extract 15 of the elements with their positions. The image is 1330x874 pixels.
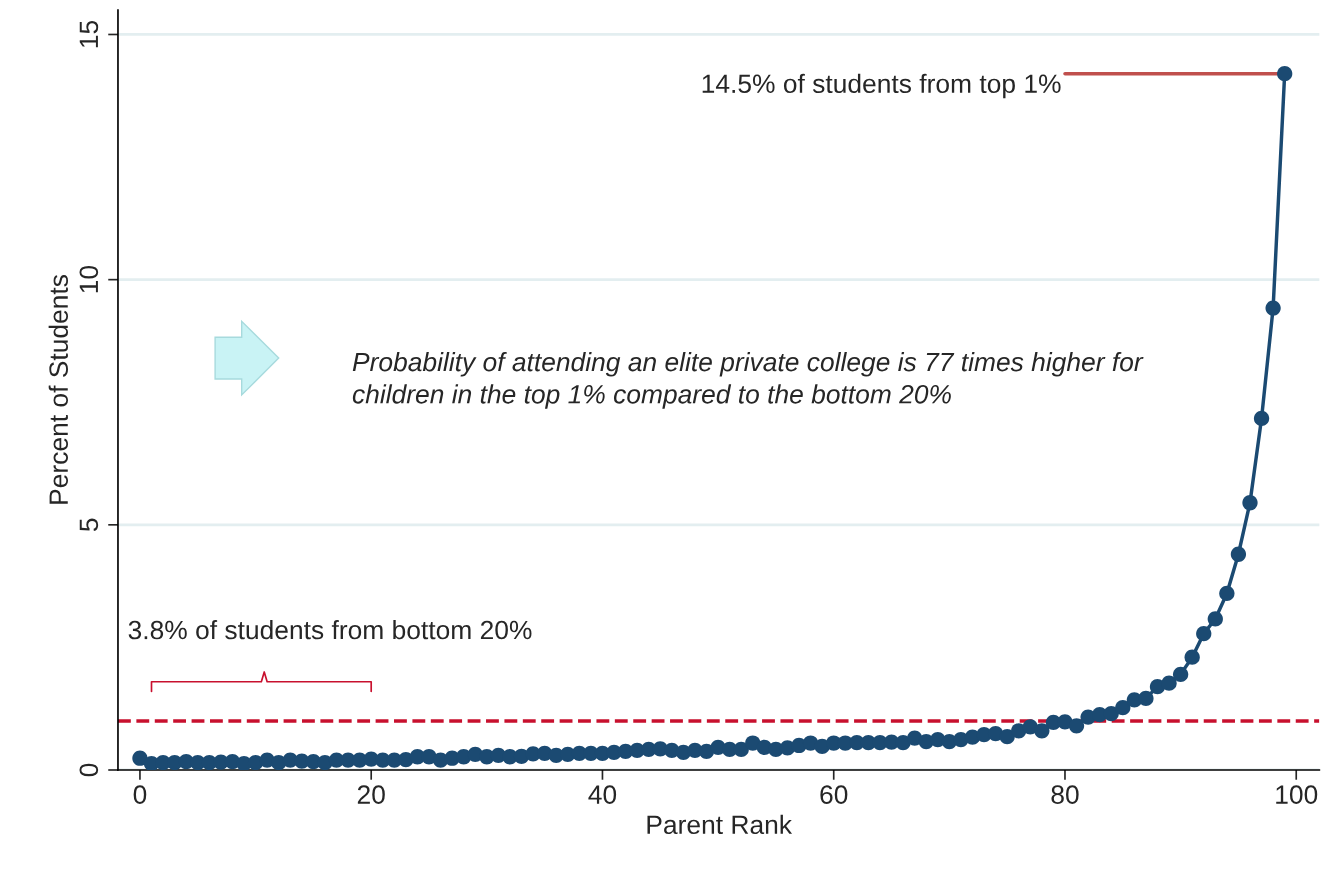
y-tick-label: 10 <box>79 266 99 293</box>
y-tick-label: 15 <box>79 20 99 48</box>
x-tick-label: 20 <box>357 785 385 804</box>
x-tick-label: 80 <box>1051 785 1079 804</box>
annotation: 3.8% of students from bottom 20% <box>128 619 532 640</box>
y-tick-label: 0 <box>79 763 99 777</box>
annotation: 14.5% of students from top 1% <box>702 73 1061 99</box>
y-axis-title: Percent of Students <box>48 275 69 504</box>
x-axis-title: Parent Rank <box>647 814 793 835</box>
y-tick-label: 5 <box>79 518 99 532</box>
annotation: Probability of attending an elite private college is 77 times higher for children in the top 1% compared to the bottom 20% <box>352 352 1144 409</box>
x-tick-label: 0 <box>133 785 147 804</box>
x-tick-label: 60 <box>820 785 848 804</box>
x-tick-label: 100 <box>1276 785 1318 804</box>
x-tick-label: 40 <box>588 785 617 804</box>
